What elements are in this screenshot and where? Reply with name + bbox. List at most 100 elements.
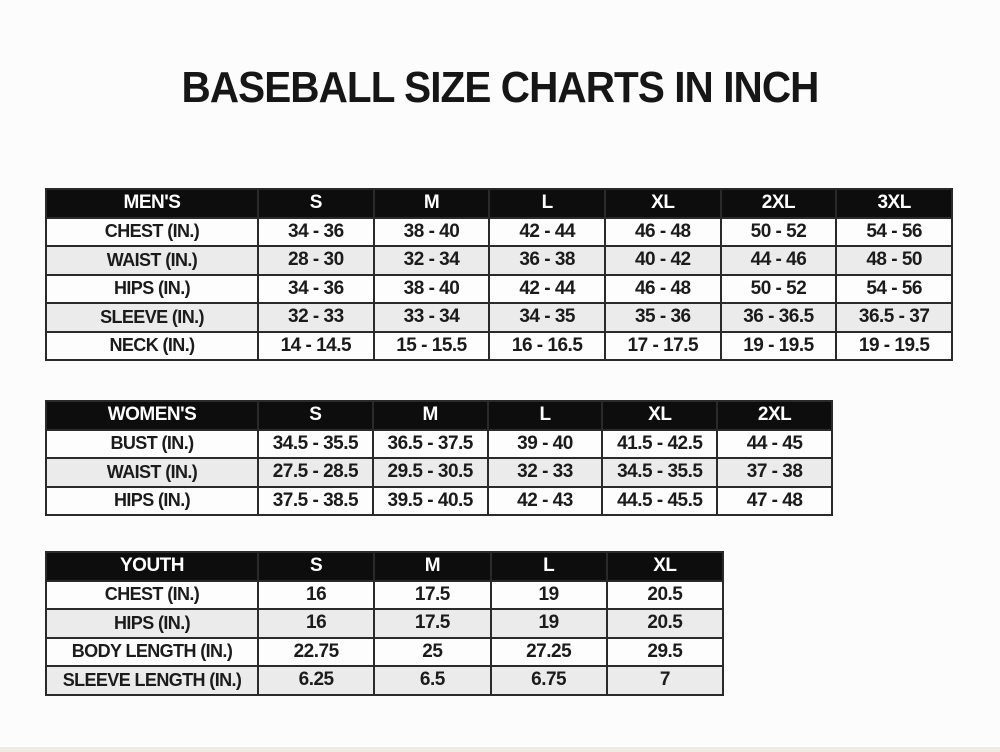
header-cell: MEN'S (45, 188, 259, 219)
size-value-cell: 14 - 14.5 (257, 330, 375, 361)
size-value-cell: 19 - 19.5 (719, 330, 838, 361)
table-row: BODY LENGTH (IN.) 22.75 25 27.25 29.5 (45, 636, 725, 667)
table-header-row: YOUTH S M L XL (45, 551, 725, 582)
size-value-cell: 20.5 (605, 579, 725, 610)
row-label-cell: HIPS (IN.) (45, 608, 259, 639)
row-label-cell: SLEEVE LENGTH (IN.) (45, 665, 259, 696)
scan-edge-strip (0, 747, 1000, 752)
header-cell: 2XL (719, 188, 838, 219)
size-value-cell: 34 - 36 (257, 273, 375, 304)
header-cell: XL (605, 551, 725, 582)
size-value-cell: 6.75 (489, 665, 608, 696)
header-cell: S (257, 188, 375, 219)
size-value-cell: 36.5 - 37.5 (371, 428, 489, 459)
table-row: CHEST (IN.) 34 - 36 38 - 40 42 - 44 46 -… (45, 216, 953, 247)
size-value-cell: 39 - 40 (486, 428, 604, 459)
table-row: HIPS (IN.) 37.5 - 38.5 39.5 - 40.5 42 - … (45, 485, 833, 516)
header-cell: XL (601, 400, 719, 431)
header-cell: 2XL (716, 400, 833, 431)
size-value-cell: 42 - 44 (488, 273, 606, 304)
size-value-cell: 28 - 30 (257, 245, 375, 276)
table-row: SLEEVE LENGTH (IN.) 6.25 6.5 6.75 7 (45, 665, 725, 696)
size-value-cell: 33 - 34 (372, 302, 491, 333)
size-value-cell: 50 - 52 (719, 216, 838, 247)
table-header-row: WOMEN'S S M L XL 2XL (45, 400, 833, 431)
table-row: WAIST (IN.) 27.5 - 28.5 29.5 - 30.5 32 -… (45, 457, 833, 488)
table-row: CHEST (IN.) 16 17.5 19 20.5 (45, 579, 725, 610)
size-value-cell: 38 - 40 (372, 273, 491, 304)
size-value-cell: 41.5 - 42.5 (601, 428, 719, 459)
size-value-cell: 32 - 33 (257, 302, 375, 333)
header-cell: M (371, 400, 489, 431)
row-label-cell: CHEST (IN.) (45, 216, 259, 247)
row-label-cell: WAIST (IN.) (45, 457, 259, 488)
row-label-cell: HIPS (IN.) (45, 485, 259, 516)
size-value-cell: 46 - 48 (603, 273, 722, 304)
size-value-cell: 32 - 34 (372, 245, 491, 276)
size-value-cell: 15 - 15.5 (372, 330, 491, 361)
size-value-cell: 40 - 42 (603, 245, 722, 276)
size-value-cell: 17.5 (373, 608, 492, 639)
size-value-cell: 19 - 19.5 (835, 330, 953, 361)
size-value-cell: 29.5 (605, 636, 725, 667)
header-cell: 3XL (835, 188, 953, 219)
row-label-cell: SLEEVE (IN.) (45, 302, 259, 333)
size-value-cell: 29.5 - 30.5 (371, 457, 489, 488)
size-value-cell: 27.5 - 28.5 (257, 457, 374, 488)
size-value-cell: 27.25 (489, 636, 608, 667)
size-value-cell: 36 - 36.5 (719, 302, 838, 333)
table-row: NECK (IN.) 14 - 14.5 15 - 15.5 16 - 16.5… (45, 330, 953, 361)
row-label-cell: HIPS (IN.) (45, 273, 259, 304)
size-value-cell: 37.5 - 38.5 (257, 485, 374, 516)
size-value-cell: 34.5 - 35.5 (601, 457, 719, 488)
size-value-cell: 37 - 38 (716, 457, 833, 488)
womens-size-table: WOMEN'S S M L XL 2XL BUST (IN.) 34.5 - 3… (45, 400, 833, 516)
table-row: HIPS (IN.) 16 17.5 19 20.5 (45, 608, 725, 639)
size-value-cell: 44 - 46 (719, 245, 838, 276)
size-value-cell: 54 - 56 (835, 273, 953, 304)
size-value-cell: 19 (489, 608, 608, 639)
size-value-cell: 22.75 (256, 636, 376, 667)
size-value-cell: 42 - 44 (488, 216, 606, 247)
size-value-cell: 16 (256, 608, 376, 639)
size-value-cell: 32 - 33 (486, 457, 604, 488)
header-cell: L (488, 188, 606, 219)
size-value-cell: 17.5 (373, 579, 492, 610)
size-value-cell: 6.25 (256, 665, 376, 696)
header-cell: L (486, 400, 604, 431)
header-cell: WOMEN'S (45, 400, 259, 431)
size-value-cell: 35 - 36 (603, 302, 722, 333)
table-row: WAIST (IN.) 28 - 30 32 - 34 36 - 38 40 -… (45, 245, 953, 276)
size-value-cell: 36.5 - 37 (835, 302, 953, 333)
header-cell: XL (603, 188, 722, 219)
size-value-cell: 44 - 45 (716, 428, 833, 459)
mens-size-table: MEN'S S M L XL 2XL 3XL CHEST (IN.) 34 - … (45, 188, 953, 361)
size-value-cell: 19 (489, 579, 608, 610)
table-row: HIPS (IN.) 34 - 36 38 - 40 42 - 44 46 - … (45, 273, 953, 304)
size-value-cell: 34.5 - 35.5 (257, 428, 374, 459)
row-label-cell: BODY LENGTH (IN.) (45, 636, 259, 667)
header-cell: YOUTH (45, 551, 259, 582)
size-value-cell: 48 - 50 (835, 245, 953, 276)
header-cell: M (373, 551, 492, 582)
size-value-cell: 44.5 - 45.5 (601, 485, 719, 516)
size-value-cell: 16 (256, 579, 376, 610)
row-label-cell: NECK (IN.) (45, 330, 259, 361)
size-value-cell: 47 - 48 (716, 485, 833, 516)
size-value-cell: 25 (373, 636, 492, 667)
header-cell: S (256, 551, 376, 582)
size-value-cell: 7 (605, 665, 725, 696)
size-value-cell: 38 - 40 (372, 216, 491, 247)
page-title: BASEBALL SIZE CHARTS IN INCH (181, 63, 820, 112)
header-cell: M (372, 188, 491, 219)
header-cell: L (489, 551, 608, 582)
size-value-cell: 36 - 38 (488, 245, 606, 276)
size-value-cell: 34 - 35 (488, 302, 606, 333)
youth-size-table: YOUTH S M L XL CHEST (IN.) 16 17.5 19 20… (45, 551, 725, 696)
size-value-cell: 16 - 16.5 (488, 330, 606, 361)
size-value-cell: 50 - 52 (719, 273, 838, 304)
size-value-cell: 34 - 36 (257, 216, 375, 247)
table-row: BUST (IN.) 34.5 - 35.5 36.5 - 37.5 39 - … (45, 428, 833, 459)
size-value-cell: 17 - 17.5 (603, 330, 722, 361)
